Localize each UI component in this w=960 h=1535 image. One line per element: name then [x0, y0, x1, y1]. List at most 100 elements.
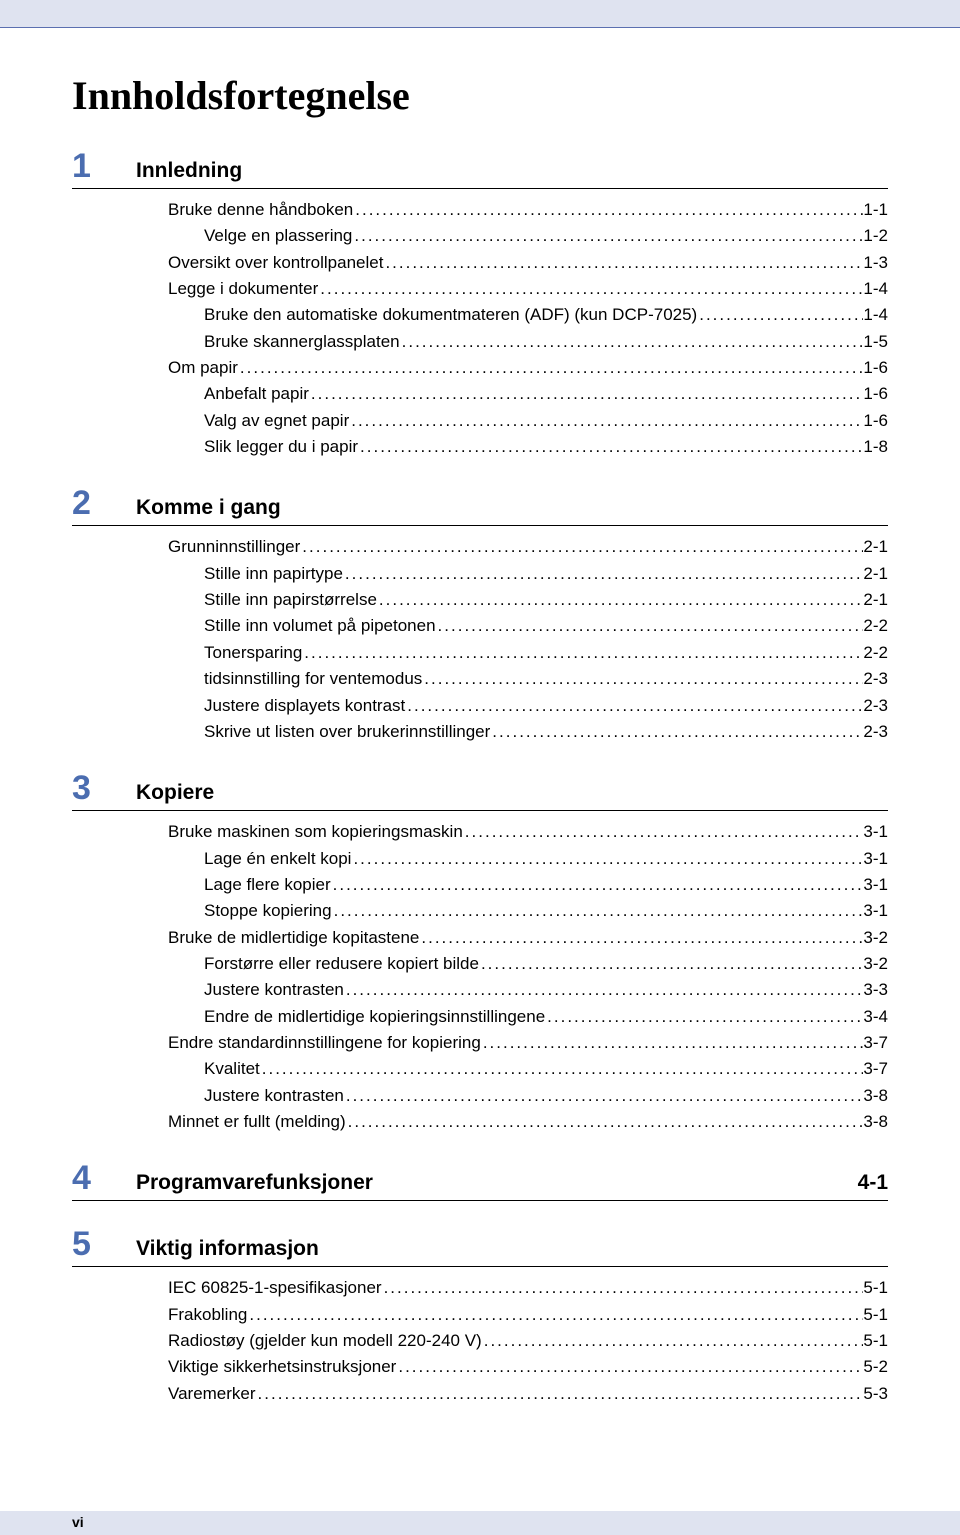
toc-entry-page: 3-8 [863, 1083, 888, 1109]
toc-entry: Bruke de midlertidige kopitastene3-2 [72, 925, 888, 951]
toc-entry: Velge en plassering1-2 [72, 223, 888, 249]
toc-entry-page: 1-1 [863, 197, 888, 223]
toc-entry: Viktige sikkerhetsinstruksjoner5-2 [72, 1354, 888, 1380]
toc-entry: Minnet er fullt (melding)3-8 [72, 1109, 888, 1135]
section-header: 4Programvarefunksjoner4-1 [72, 1159, 888, 1201]
table-of-contents: 1Innledning Bruke denne håndboken1-1Velge… [72, 147, 888, 1407]
toc-entry-page: 2-2 [863, 613, 888, 639]
toc-dot-leader [331, 872, 864, 898]
toc-entry-label: Bruke skannerglassplaten [204, 329, 400, 355]
toc-entry: Radiostøy (gjelder kun modell 220-240 V)… [72, 1328, 888, 1354]
section-title: Programvarefunksjoner [136, 1171, 850, 1195]
toc-entry: Slik legger du i papir1-8 [72, 434, 888, 460]
toc-entry: Om papir1-6 [72, 355, 888, 381]
toc-dot-leader [481, 1030, 864, 1056]
toc-entry-page: 1-4 [863, 302, 888, 328]
toc-entry: Bruke maskinen som kopieringsmaskin3-1 [72, 819, 888, 845]
toc-dot-leader [422, 666, 863, 692]
section-number: 4 [72, 1159, 136, 1198]
toc-entry-page: 3-7 [863, 1030, 888, 1056]
toc-entry-label: Bruke de midlertidige kopitastene [168, 925, 419, 951]
toc-entry-page: 2-1 [863, 561, 888, 587]
toc-entry: IEC 60825-1-spesifikasjoner5-1 [72, 1275, 888, 1301]
toc-dot-leader [545, 1004, 863, 1030]
toc-dot-leader [309, 381, 864, 407]
toc-dot-leader [490, 719, 863, 745]
toc-entry-label: IEC 60825-1-spesifikasjoner [168, 1275, 382, 1301]
toc-entry: Justere kontrasten3-3 [72, 977, 888, 1003]
section-number: 5 [72, 1225, 136, 1264]
toc-dot-leader [436, 613, 864, 639]
toc-entry: Valg av egnet papir1-6 [72, 408, 888, 434]
toc-dot-leader [238, 355, 864, 381]
toc-dot-leader [318, 276, 863, 302]
toc-dot-leader [256, 1381, 864, 1407]
toc-entry-label: Justere kontrasten [204, 1083, 344, 1109]
toc-entry: Varemerker 5-3 [72, 1381, 888, 1407]
toc-entry-page: 3-1 [863, 898, 888, 924]
toc-entry: Bruke denne håndboken1-1 [72, 197, 888, 223]
toc-entry-label: Grunninnstillinger [168, 534, 300, 560]
toc-entry-page: 2-1 [863, 534, 888, 560]
toc-entry-label: Kvalitet [204, 1056, 260, 1082]
toc-dot-leader [697, 302, 863, 328]
top-header-bar [0, 0, 960, 28]
toc-entry-page: 3-7 [863, 1056, 888, 1082]
toc-entry-label: Velge en plassering [204, 223, 352, 249]
toc-entry: Justere kontrasten 3-8 [72, 1083, 888, 1109]
toc-entry-page: 3-8 [863, 1109, 888, 1135]
toc-entry-label: Stille inn volumet på pipetonen [204, 613, 436, 639]
toc-entry: Stoppe kopiering3-1 [72, 898, 888, 924]
toc-entry: Forstørre eller redusere kopiert bilde3-… [72, 951, 888, 977]
toc-entry: Stille inn papirstørrelse2-1 [72, 587, 888, 613]
toc-entry: Justere displayets kontrast 2-3 [72, 693, 888, 719]
toc-entry: Kvalitet 3-7 [72, 1056, 888, 1082]
toc-dot-leader [353, 197, 863, 223]
toc-entry: Lage flere kopier3-1 [72, 872, 888, 898]
section-header: 3Kopiere [72, 769, 888, 811]
toc-dot-leader [344, 1083, 864, 1109]
section-number: 3 [72, 769, 136, 808]
toc-entry-page: 1-8 [863, 434, 888, 460]
toc-dot-leader [346, 1109, 864, 1135]
toc-dot-leader [349, 408, 863, 434]
section-entries: Bruke maskinen som kopieringsmaskin3-1 La… [72, 819, 888, 1135]
section-title: Komme i gang [136, 496, 888, 520]
toc-entry-page: 3-2 [863, 951, 888, 977]
toc-entry: Bruke den automatiske dokumentmateren (A… [72, 302, 888, 328]
section-entries: IEC 60825-1-spesifikasjoner5-1Frakobling… [72, 1275, 888, 1407]
toc-entry-page: 1-3 [863, 250, 888, 276]
toc-entry-label: Varemerker [168, 1381, 256, 1407]
toc-dot-leader [396, 1354, 863, 1380]
toc-entry-label: Frakobling [168, 1302, 247, 1328]
toc-entry-page: 2-1 [863, 587, 888, 613]
section-number: 1 [72, 147, 136, 186]
page-number: vi [72, 1514, 84, 1530]
toc-entry-page: 2-3 [863, 693, 888, 719]
section-title: Innledning [136, 159, 888, 183]
section-page: 4-1 [850, 1171, 888, 1195]
toc-dot-leader [300, 534, 863, 560]
toc-entry-label: Justere kontrasten [204, 977, 344, 1003]
toc-entry: Bruke skannerglassplaten1-5 [72, 329, 888, 355]
toc-entry-page: 5-3 [863, 1381, 888, 1407]
toc-dot-leader [358, 434, 863, 460]
toc-dot-leader [463, 819, 864, 845]
toc-entry: Grunninnstillinger 2-1 [72, 534, 888, 560]
toc-dot-leader [400, 329, 864, 355]
toc-entry-page: 5-1 [863, 1302, 888, 1328]
toc-entry-label: Bruke den automatiske dokumentmateren (A… [204, 302, 697, 328]
toc-entry: Skrive ut listen over brukerinnstillinge… [72, 719, 888, 745]
toc-entry-label: Valg av egnet papir [204, 408, 349, 434]
toc-dot-leader [405, 693, 863, 719]
toc-dot-leader [383, 250, 863, 276]
toc-dot-leader [351, 846, 863, 872]
toc-entry-page: 5-1 [863, 1328, 888, 1354]
toc-entry-label: Justere displayets kontrast [204, 693, 405, 719]
toc-entry-page: 2-2 [863, 640, 888, 666]
toc-dot-leader [302, 640, 863, 666]
toc-dot-leader [419, 925, 863, 951]
toc-entry-label: tidsinnstilling for ventemodus [204, 666, 422, 692]
toc-entry-label: Endre de midlertidige kopieringsinnstill… [204, 1004, 545, 1030]
toc-entry-label: Legge i dokumenter [168, 276, 318, 302]
